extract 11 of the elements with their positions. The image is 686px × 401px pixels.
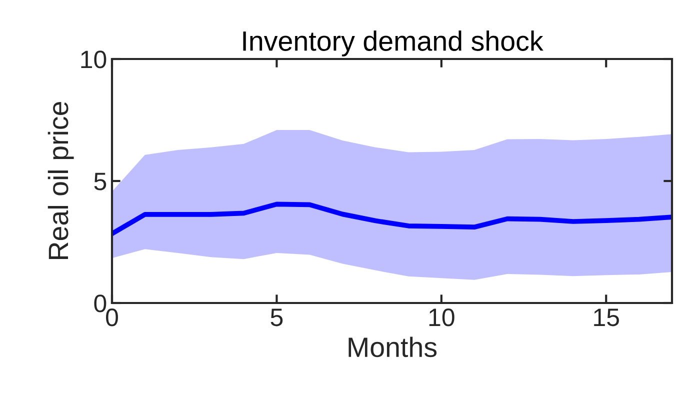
x-axis-title: Months xyxy=(348,336,437,358)
y-tick-label: 5 xyxy=(94,172,106,190)
y-tick-label: 10 xyxy=(81,50,106,68)
y-tick-label: 0 xyxy=(94,294,106,312)
x-tick-label: 0 xyxy=(106,308,118,326)
x-tick-label: 10 xyxy=(429,308,454,326)
chart-title: Inventory demand shock xyxy=(243,30,544,56)
x-tick-label: 5 xyxy=(270,308,283,326)
y-axis-title: Real oil price xyxy=(48,102,74,259)
x-tick-label: 15 xyxy=(594,308,619,326)
line-series xyxy=(112,202,672,236)
